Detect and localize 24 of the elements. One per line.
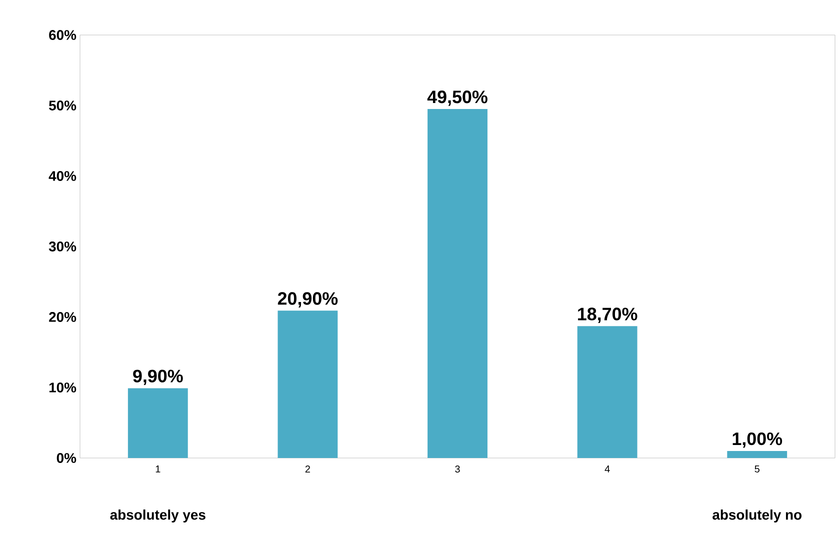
data-label: 20,90%	[278, 292, 338, 308]
y-tick-label: 10%	[49, 382, 76, 392]
y-tick-label: 60%	[49, 30, 76, 40]
y-tick-label: 20%	[49, 312, 76, 322]
bar	[128, 388, 188, 458]
x-tick-label: 3	[455, 466, 460, 473]
y-tick-label: 50%	[48, 100, 76, 110]
data-label: 1,00%	[732, 432, 782, 448]
data-label: 49,50%	[427, 90, 488, 106]
y-tick-label: 40%	[48, 171, 76, 181]
x-tick-label: 2	[305, 466, 310, 472]
text: absolutely yes	[110, 510, 206, 522]
y-tick-label: 30%	[48, 242, 76, 252]
bar	[428, 109, 488, 458]
x-tick-label: 1	[156, 466, 160, 472]
bar	[278, 310, 338, 458]
x-tick-label: 4	[604, 466, 610, 472]
x-tick-label: 5	[754, 466, 760, 472]
bar	[727, 450, 788, 458]
data-label: 18,70%	[578, 308, 638, 323]
bar	[577, 326, 638, 458]
y-tick-label: 0%	[56, 453, 76, 463]
text: absolutely no	[712, 510, 802, 522]
data-label: 9,90%	[133, 370, 183, 386]
